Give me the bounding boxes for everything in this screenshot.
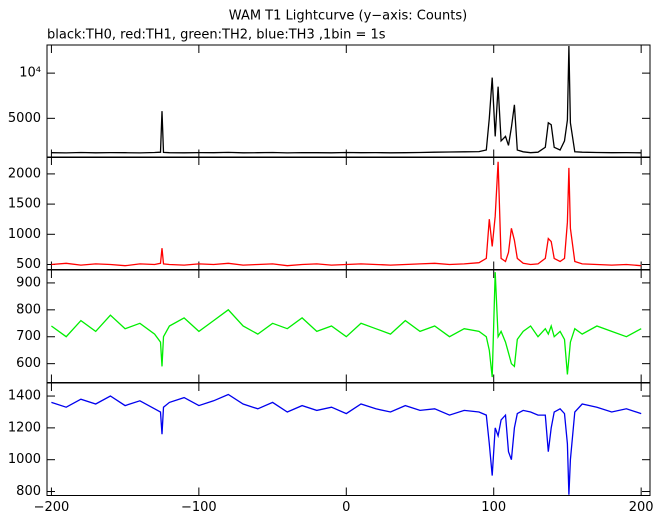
x-tick-label: −100 [181, 500, 217, 515]
panel-frame [46, 44, 651, 158]
y-tick-label: 1000 [8, 452, 41, 467]
y-tick-label: 1400 [8, 389, 41, 404]
light-curve [51, 45, 642, 154]
y-tick-label: 800 [16, 484, 41, 499]
x-tick-label: 0 [342, 500, 350, 515]
chart-title: WAM T1 Lightcurve (y−axis: Counts) [229, 9, 467, 24]
y-tick-label: 500 [16, 257, 41, 272]
y-tick-label: 2000 [8, 166, 41, 181]
y-tick-label: 600 [16, 356, 41, 371]
y-tick-label: 5000 [8, 111, 41, 126]
light-curve [51, 161, 642, 267]
x-tick-label: 100 [481, 500, 506, 515]
y-tick-label: 900 [16, 275, 41, 290]
y-tick-label: 700 [16, 329, 41, 344]
x-tick-label: 200 [629, 500, 654, 515]
x-tick-label: −200 [34, 500, 70, 515]
chart-subtitle: black:TH0, red:TH1, green:TH2, blue:TH3 … [47, 28, 386, 43]
light-curve [51, 393, 642, 495]
panel-frame [46, 269, 651, 383]
y-tick-label: 1200 [8, 420, 41, 435]
y-tick-label: 1000 [8, 227, 41, 242]
y-tick-label: 10⁴ [19, 66, 41, 81]
panel-frame [46, 382, 651, 496]
panel-frame [46, 156, 651, 270]
light-curve [51, 272, 642, 378]
y-tick-label: 800 [16, 302, 41, 317]
y-tick-label: 1500 [8, 197, 41, 212]
